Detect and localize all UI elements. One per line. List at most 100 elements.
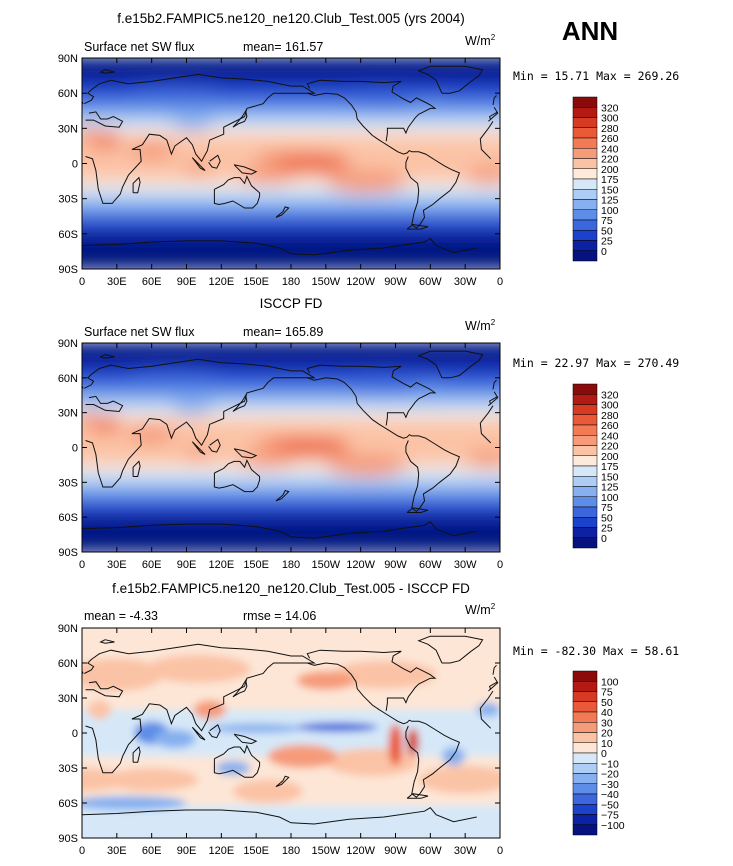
field-anomaly [331,660,437,689]
coastline [132,176,141,194]
variable-label: Surface net SW flux [84,40,195,54]
x-tick-label: 0 [497,845,503,857]
x-tick-label: 0 [79,559,85,571]
coastline [307,377,461,513]
field-band [82,128,500,140]
x-tick-label: 30W [454,845,477,857]
coastline [213,175,261,209]
colorbar-swatch [572,742,598,754]
field-anomaly [325,169,408,193]
colorbar-label: 220 [601,154,619,166]
colorbar-label: 50 [601,697,613,709]
field-anomaly [325,453,408,477]
colorbar-label: 25 [601,523,613,535]
y-tick-label: 60N [58,88,78,100]
coastline [191,726,206,741]
field-band [82,201,500,213]
coastline [213,744,261,778]
field-anomaly [153,729,196,749]
panel-model: f.e15b2.FAMPIC5.ne120_ne120.Club_Test.00… [58,11,679,288]
x-tick-label: 150W [311,559,340,571]
x-tick-label: 30W [454,276,477,288]
x-tick-label: 90E [177,845,197,857]
x-tick-label: 120E [208,276,234,288]
colorbar-swatch [572,445,598,456]
coastlines [82,65,499,256]
field-anomaly [82,411,102,426]
field-anomaly [171,114,214,131]
coastline [417,350,484,379]
colorbar-swatch [572,178,598,190]
y-tick-label: 0 [72,443,78,455]
coastline [232,679,248,698]
colorbar-swatch [572,814,598,825]
coastline [208,154,221,169]
colorbar-swatch [572,158,598,169]
colorbar-label: −100 [601,820,625,832]
panel-title: f.e15b2.FAMPIC5.ne120_ne120.Club_Test.00… [117,11,464,26]
field-anomaly [424,137,483,155]
y-tick-label: 90S [58,264,78,276]
coastline [191,157,206,171]
colorbar-swatch [572,465,598,477]
field-band [82,122,500,133]
coastline [213,458,261,493]
colorbar-label: 175 [601,174,619,186]
units-label: W/m2 [465,318,496,333]
coastline [208,724,221,739]
field-anomaly [128,138,175,160]
colorbar-swatch [572,230,598,241]
colorbar-label: 300 [601,400,619,412]
colorbar-swatch [572,240,598,251]
y-tick-label: 0 [72,159,78,171]
coastline [233,448,258,459]
colorbar-swatch [572,517,598,528]
field-band [82,187,500,199]
coastline [233,733,258,745]
colorbar-swatch [572,486,598,497]
colorbar-label: 240 [601,143,619,155]
field-anomaly [388,723,403,766]
x-tick-label: 180 [282,845,300,857]
field-anomaly [82,658,164,691]
colorbar-swatch [572,383,598,395]
panel-title: ISCCP FD [260,296,323,311]
field-anomaly [337,374,431,393]
x-tick-label: 60W [419,276,442,288]
colorbar-swatch [572,804,598,815]
field-band [82,194,500,206]
field-anomaly [296,722,379,732]
colorbar-label: −50 [601,799,619,811]
colorbar-label: 240 [601,430,619,442]
field-band [82,401,500,412]
x-tick-label: 0 [79,845,85,857]
coastline [232,109,248,128]
colorbar-label: 220 [601,441,619,453]
coastline [307,92,461,229]
map-field [82,343,500,552]
coastline [99,639,115,644]
coastline [99,69,115,74]
colorbar-swatch [572,537,598,549]
colorbar-swatch [572,701,598,713]
coastline [417,635,484,664]
x-tick-label: 30E [107,845,127,857]
y-tick-label: 90N [58,338,78,350]
colorbar-swatch [572,824,598,836]
units-label: W/m2 [465,33,496,48]
field-anomaly [171,398,214,415]
colorbar-label: 10 [601,738,613,750]
coastline [406,793,429,799]
field-anomaly [87,700,112,720]
x-tick-label: 30E [107,559,127,571]
variable-label: Surface net SW flux [84,325,195,339]
y-tick-label: 30N [58,693,78,705]
colorbar-label: 100 [601,676,619,688]
field-band [82,464,500,476]
x-tick-label: 90W [384,845,407,857]
field-band [82,491,500,503]
colorbar-swatch [572,793,598,805]
coastline [208,438,221,453]
coastline [406,507,429,513]
